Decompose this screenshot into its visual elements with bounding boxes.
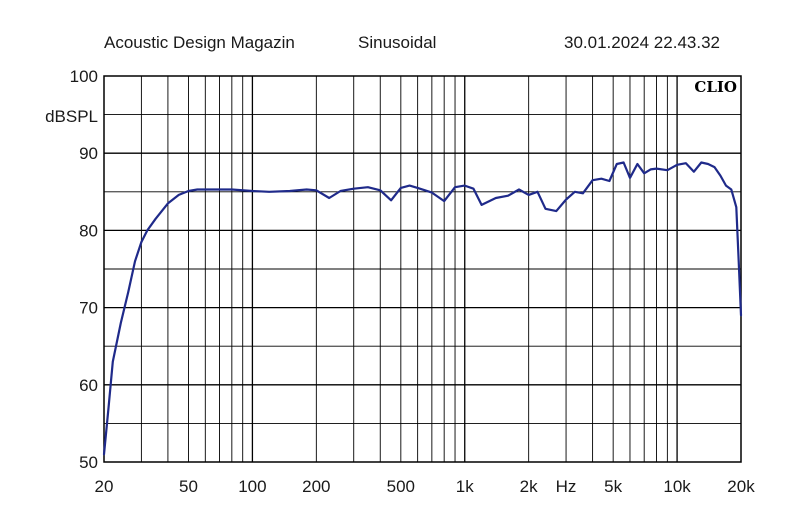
y-tick-label: 80 xyxy=(79,221,98,240)
x-tick-label: 50 xyxy=(179,477,198,496)
x-tick-label: 10k xyxy=(663,477,691,496)
x-tick-label: 20 xyxy=(95,477,114,496)
clio-brand-label: CLIO xyxy=(694,78,737,96)
x-tick-label: 5k xyxy=(604,477,622,496)
x-tick-label: 2k xyxy=(520,477,538,496)
x-tick-label: 1k xyxy=(456,477,474,496)
y-tick-label: 100 xyxy=(70,67,98,86)
y-tick-label: 50 xyxy=(79,453,98,472)
x-tick-label: Hz xyxy=(556,477,577,496)
x-axis-ticks: 20 50 100 200 500 1k 2k Hz 5k 10k 20k xyxy=(95,477,756,496)
grid-minor-lines xyxy=(104,76,741,462)
publisher-title: Acoustic Design Magazin xyxy=(104,33,295,52)
x-tick-label: 20k xyxy=(727,477,755,496)
x-tick-label: 100 xyxy=(238,477,266,496)
grid-major-lines xyxy=(104,76,741,462)
measurement-datetime: 30.01.2024 22.43.32 xyxy=(564,33,720,52)
y-axis-ticks: 100 90 80 70 60 50 xyxy=(70,67,98,472)
y-tick-label: 70 xyxy=(79,299,98,318)
response-curve xyxy=(102,161,743,456)
y-axis-label: dBSPL xyxy=(45,107,98,126)
y-tick-label: 60 xyxy=(79,376,98,395)
x-tick-label: 500 xyxy=(387,477,415,496)
plot-frame xyxy=(103,75,742,463)
signal-type-label: Sinusoidal xyxy=(358,33,437,52)
x-tick-label: 200 xyxy=(302,477,330,496)
y-tick-label: 90 xyxy=(79,144,98,163)
